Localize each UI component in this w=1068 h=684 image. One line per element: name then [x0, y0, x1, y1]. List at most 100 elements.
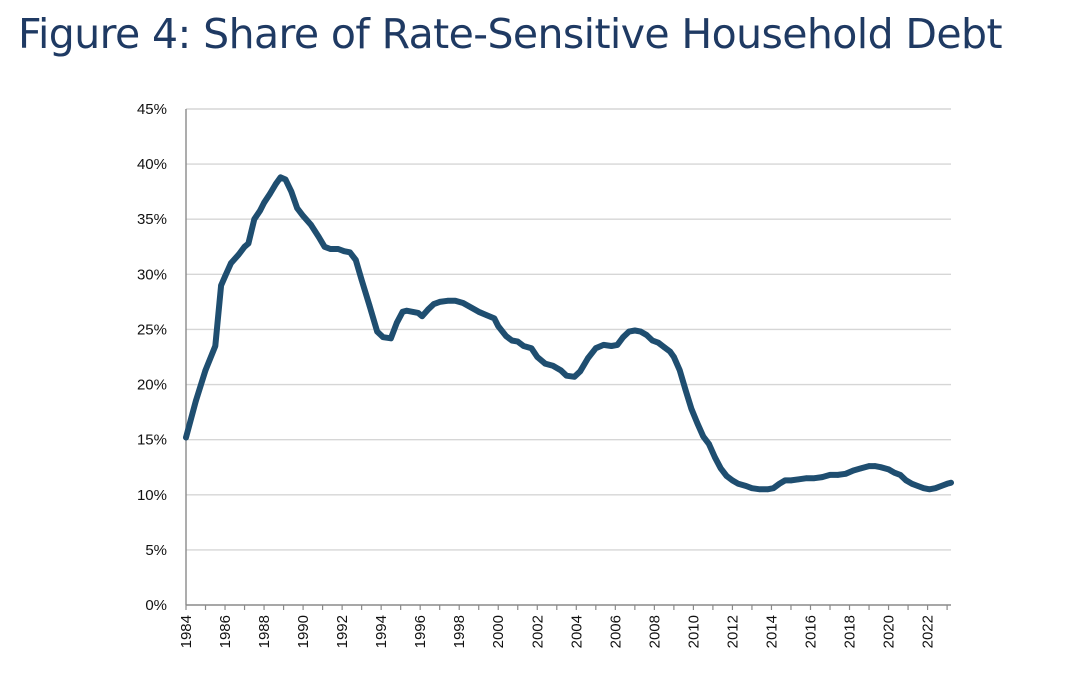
x-axis-ticks: 1984 1986 1988 1990 1992 1994 1996 1998 2000 2002… [178, 605, 948, 648]
y-tick-label: 0% [145, 597, 167, 614]
data-point [819, 474, 825, 480]
data-point [425, 306, 431, 313]
data-point [374, 328, 381, 335]
y-tick-label: 25% [137, 321, 167, 338]
data-point [688, 406, 695, 412]
data-point [700, 433, 706, 440]
data-point [593, 345, 599, 352]
x-tick-label: 2018 [842, 615, 859, 648]
series-points-0 [183, 174, 954, 493]
data-point [577, 368, 583, 375]
data-point [891, 469, 898, 476]
data-point [308, 221, 314, 228]
data-point [341, 248, 347, 254]
x-tick-label: 2000 [490, 615, 507, 648]
y-tick-label: 15% [137, 432, 167, 449]
data-point [380, 334, 386, 341]
data-point [218, 282, 224, 289]
y-tick-label: 20% [137, 377, 167, 394]
data-point [315, 234, 322, 240]
data-point [403, 307, 410, 314]
data-point [676, 367, 683, 374]
data-point [528, 345, 535, 352]
data-point [557, 367, 564, 374]
data-point [743, 483, 749, 489]
data-point [273, 181, 279, 187]
data-point [585, 355, 591, 361]
data-point [409, 309, 416, 315]
data-point [388, 335, 394, 342]
data-point [706, 441, 712, 447]
y-tick-label: 5% [145, 542, 167, 559]
data-point [614, 342, 621, 348]
data-point [667, 348, 673, 355]
data-point [782, 477, 788, 484]
data-point [542, 360, 548, 367]
x-tick-label: 2004 [568, 615, 585, 648]
data-point [261, 199, 267, 206]
data-point [776, 481, 783, 487]
data-point [620, 334, 626, 341]
data-point [419, 313, 425, 320]
x-tick-label: 1994 [373, 615, 390, 648]
data-point [682, 387, 689, 393]
x-tick-label: 1992 [334, 615, 351, 648]
data-point [300, 213, 306, 219]
data-point [353, 257, 359, 263]
data-point [897, 472, 904, 478]
x-tick-label: 2010 [685, 615, 702, 648]
data-point [452, 298, 459, 304]
data-point [626, 328, 632, 335]
data-point [920, 485, 927, 492]
data-point [347, 249, 353, 256]
data-point [282, 176, 289, 183]
data-point [757, 486, 763, 493]
data-point [649, 337, 656, 344]
data-point [415, 310, 422, 316]
data-point [712, 454, 718, 461]
data-point [257, 207, 264, 214]
x-tick-label: 2002 [529, 615, 546, 648]
data-point [866, 463, 872, 469]
data-point [431, 301, 437, 307]
data-point [321, 244, 328, 250]
data-point [661, 344, 667, 350]
data-point [885, 466, 892, 473]
data-point [212, 343, 219, 349]
data-point [850, 467, 857, 474]
data-point [288, 188, 295, 195]
y-axis-ticks: 0% 5% 10% 15% 20% 25% 30% 35% 40% 45% [137, 101, 167, 614]
data-point [788, 477, 794, 484]
data-point [842, 471, 849, 477]
data-point [835, 472, 841, 478]
data-point [671, 354, 677, 360]
data-point [436, 299, 443, 305]
data-point [938, 483, 944, 489]
y-tick-label: 45% [137, 101, 167, 118]
x-tick-label: 2012 [724, 615, 741, 648]
data-point [520, 343, 527, 349]
axes [185, 109, 951, 606]
data-point [803, 475, 810, 482]
data-point [764, 486, 771, 493]
data-point [183, 434, 189, 441]
x-tick-label: 1996 [412, 615, 429, 648]
series-layer [183, 174, 954, 493]
data-point [909, 481, 915, 487]
data-point [251, 216, 258, 222]
x-tick-label: 1984 [178, 615, 195, 648]
data-point [655, 339, 662, 346]
x-tick-label: 1988 [256, 615, 273, 648]
data-point [749, 485, 755, 492]
x-tick-label: 2014 [763, 615, 780, 648]
data-point [468, 304, 474, 311]
data-point [366, 302, 373, 309]
chart-title: Figure 4: Share of Rate-Sensitive Househ… [18, 10, 1003, 58]
data-point [222, 273, 228, 280]
data-point [277, 174, 284, 181]
data-point [491, 315, 498, 322]
x-tick-label: 2016 [802, 615, 819, 648]
data-point [550, 363, 556, 369]
data-point [503, 333, 509, 339]
data-point [460, 300, 466, 306]
